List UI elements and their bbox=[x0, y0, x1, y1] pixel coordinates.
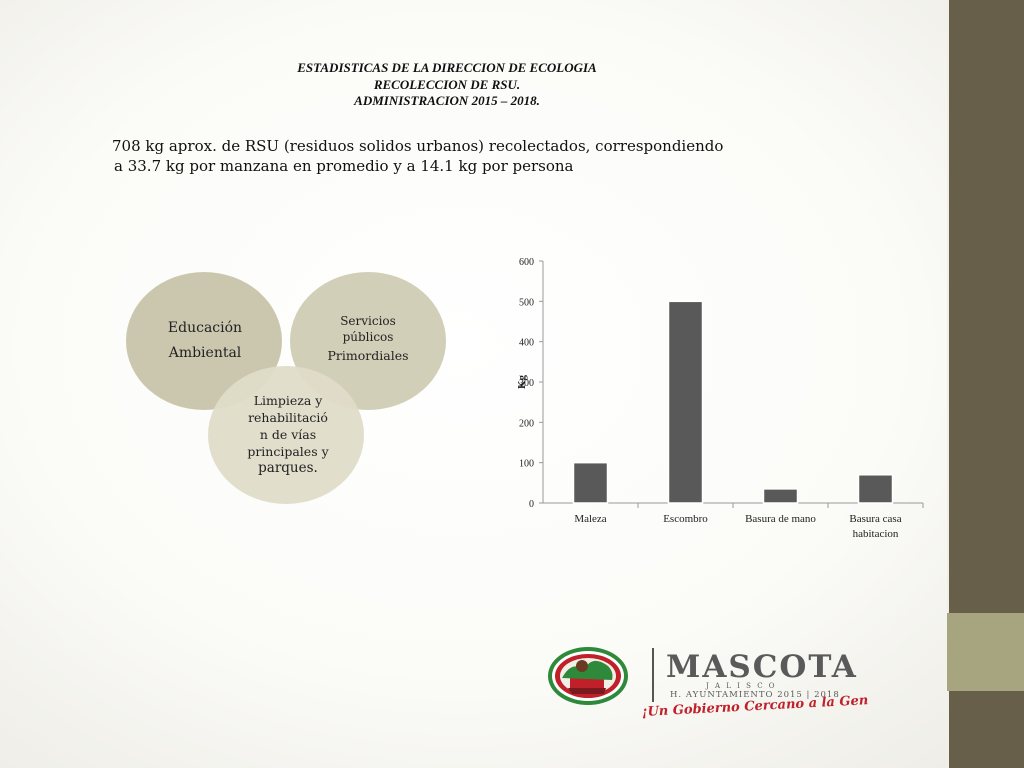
summary-line-1: 708 kg aprox. de RSU (residuos solidos u… bbox=[112, 137, 724, 155]
venn-limpieza-line-1: Limpieza y bbox=[253, 393, 323, 408]
venn-educacion-line-1: Educación bbox=[167, 320, 243, 336]
venn-limpieza-line-3: n de vías bbox=[259, 427, 317, 442]
sidebar-decoration bbox=[947, 0, 1024, 768]
venn-servicios-line-1: Servicios bbox=[340, 314, 396, 328]
y-tick-label: 600 bbox=[519, 257, 534, 268]
y-tick-label: 500 bbox=[519, 297, 534, 308]
venn-limpieza-line-2: rehabilitació bbox=[248, 410, 328, 425]
venn-label-educacion: Educación Ambiental bbox=[150, 316, 260, 366]
sidebar-band bbox=[947, 613, 1024, 691]
y-tick-label: 300 bbox=[519, 378, 534, 389]
y-axis-label: Kg bbox=[516, 374, 528, 389]
venn-diagram bbox=[118, 262, 446, 512]
x-tick-label: Basura casa bbox=[849, 513, 901, 525]
venn-label-limpieza: Limpieza y rehabilitació n de vías princ… bbox=[240, 392, 336, 477]
x-tick-label: Escombro bbox=[663, 513, 708, 525]
title-line-2: RECOLECCION DE RSU. bbox=[373, 76, 521, 92]
y-tick-label: 400 bbox=[519, 338, 534, 349]
venn-limpieza-line-4: principales y bbox=[247, 444, 329, 459]
x-tick-label: habitacion bbox=[853, 528, 899, 540]
venn-circle-limpieza bbox=[208, 366, 364, 504]
x-tick-label: Maleza bbox=[574, 513, 606, 525]
bar bbox=[762, 488, 799, 504]
venn-educacion-line-2: Ambiental bbox=[168, 345, 242, 361]
venn-label-servicios: Servicios públicos Primordiales bbox=[318, 313, 418, 364]
municipal-seal-icon bbox=[548, 647, 628, 705]
bar bbox=[572, 461, 609, 504]
bar-chart: 0 100 200 300 400 500 600 Kg Maleza Escombro Basur… bbox=[516, 257, 924, 540]
logo-divider bbox=[652, 648, 654, 702]
venn-servicios-line-3: Primordiales bbox=[327, 348, 409, 363]
logo-name: MASCOTA bbox=[666, 649, 858, 685]
y-tick-label: 0 bbox=[529, 499, 534, 510]
y-tick-label: 200 bbox=[519, 418, 534, 429]
title-line-1: ESTADISTICAS DE LA DIRECCION DE ECOLOGIA bbox=[297, 60, 597, 75]
bar bbox=[857, 474, 894, 504]
title-line-3: ADMINISTRACION 2015 – 2018. bbox=[354, 93, 540, 108]
mascota-logo: MASCOTA J A L I S C O H. AYUNTAMIENTO 20… bbox=[548, 647, 868, 720]
summary-line-2: a 33.7 kg por manzana en promedio y a 14… bbox=[114, 157, 574, 175]
x-tick-label: Basura de mano bbox=[745, 513, 816, 525]
summary-text: 708 kg aprox. de RSU (residuos solidos u… bbox=[112, 136, 724, 176]
sidebar-edge bbox=[947, 0, 949, 768]
slide-title: ESTADISTICAS DE LA DIRECCION DE ECOLOGIA… bbox=[200, 60, 694, 110]
venn-servicios-line-2: públicos bbox=[342, 330, 394, 344]
bar bbox=[667, 300, 704, 504]
venn-limpieza-line-5: parques. bbox=[258, 460, 318, 476]
logo-ayuntamiento: H. AYUNTAMIENTO 2015 | 2018 bbox=[670, 690, 840, 700]
y-tick-label: 100 bbox=[519, 459, 534, 470]
logo-state: J A L I S C O bbox=[705, 682, 777, 690]
